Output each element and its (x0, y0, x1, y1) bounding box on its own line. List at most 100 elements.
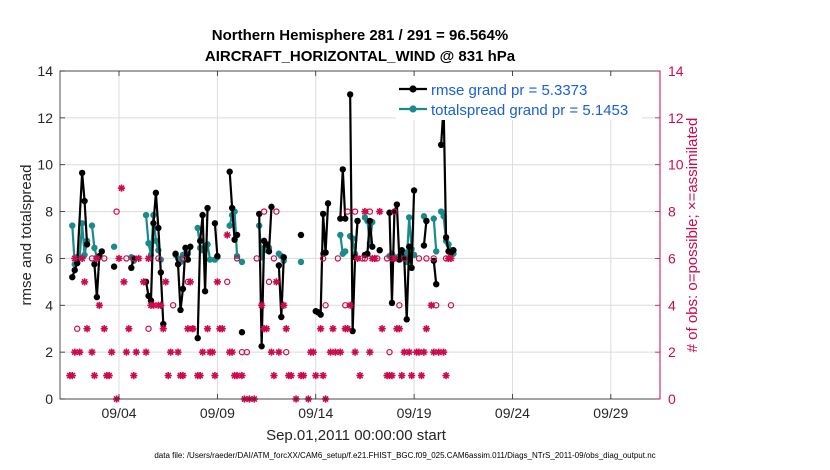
obs-assimilated-marker (317, 325, 325, 333)
obs-mark-stroke (270, 372, 278, 379)
totalspread-point (420, 213, 428, 220)
rmse-line-segment (349, 94, 359, 333)
x-axis-label: Sep.01,2011 00:00:00 start (266, 427, 447, 444)
obs-possible-marker (253, 255, 260, 262)
obs-possible-marker (361, 255, 369, 262)
obs-assimilated-marker (361, 207, 369, 216)
obs-assimilated-marker (427, 301, 435, 309)
obs-assimilated-marker (71, 254, 79, 263)
obs-assimilated-marker (159, 325, 167, 333)
obs-assimilated-marker (395, 325, 403, 333)
obs-assimilated-marker (353, 254, 362, 263)
obs-possible-marker (169, 302, 177, 309)
obs-possible-marker (430, 255, 437, 262)
obs-mark-stroke (108, 348, 115, 356)
totalspread-point (91, 244, 98, 252)
obs-mark-stroke (71, 255, 78, 262)
obs-possible-marker (260, 208, 268, 215)
obs-possible-marker (74, 325, 81, 332)
y-right-tick-label: 0 (668, 391, 676, 407)
obs-assimilated-marker (299, 371, 308, 380)
obs-assimilated-marker (223, 231, 231, 239)
obs-assimilated-marker (120, 278, 128, 286)
rmse-point (214, 252, 221, 260)
rmse-point (408, 264, 415, 271)
obs-mark-stroke (366, 348, 373, 356)
y-tick-label: 8 (45, 204, 53, 220)
totalspread-point (142, 211, 150, 219)
rmse-point (233, 231, 241, 239)
obs-assimilated-marker (390, 254, 399, 263)
totalspread-point (194, 224, 201, 232)
obs-assimilated-marker (142, 348, 150, 356)
y-tick-label: 12 (37, 110, 53, 126)
obs-possible-marker (334, 255, 342, 262)
rmse-point (160, 320, 167, 328)
y-right-tick-label: 2 (668, 344, 676, 360)
obs-mark-stroke (179, 372, 187, 379)
rmse-point (174, 261, 182, 268)
obs-assimilated-marker (366, 348, 374, 356)
obs-possible-marker (396, 302, 403, 309)
rmse-point (152, 189, 160, 197)
obs-mark-stroke (347, 302, 354, 309)
obs-possible-marker (319, 255, 327, 262)
rmse-point (187, 243, 194, 250)
rmse-point (319, 210, 327, 218)
rmse-point (98, 248, 106, 255)
obs-mark-stroke (189, 325, 196, 332)
rmse-point (83, 241, 91, 248)
obs-possible-marker (351, 208, 359, 215)
obs-mark-stroke (174, 348, 182, 356)
obs-mark-stroke (312, 372, 319, 379)
legend-rmse-marker (409, 85, 417, 93)
axis-ticks: 09/04 09/09 09/14 09/19 09/24 09/29 0 2 4 6 8 10 12 1… (37, 63, 683, 421)
obs-mark-stroke (391, 255, 398, 262)
rmse-point (69, 273, 76, 281)
obs-assimilated-marker (319, 371, 327, 380)
rmse-point (145, 292, 152, 300)
chart-title: Northern Hemisphere 281 / 291 = 96.564% (212, 27, 508, 44)
rmse-point (204, 204, 211, 212)
rmse-point (393, 201, 401, 208)
y-tick-label: 6 (45, 250, 53, 266)
obs-assimilated-marker (140, 278, 148, 286)
legend-spread-marker (409, 105, 417, 113)
obs-assimilated-marker (344, 325, 352, 333)
obs-mark-stroke (430, 348, 437, 356)
obs-possible-marker (145, 325, 152, 332)
rmse-point (366, 217, 374, 225)
totalspread-line-segment (432, 218, 438, 252)
obs-mark-stroke (150, 302, 157, 309)
rmse-point (238, 329, 246, 336)
obs-assimilated-marker (346, 301, 354, 309)
obs-assimilated-marker (68, 371, 76, 380)
obs-assimilated-marker (88, 348, 96, 356)
obs-assimilated-marker (90, 371, 99, 380)
rmse-point (410, 187, 418, 194)
totalspread-point (145, 240, 152, 247)
obs-mark-stroke (165, 372, 172, 379)
obs-assimilated-marker (329, 325, 337, 333)
obs-mark-stroke (356, 372, 364, 379)
rmse-point (81, 197, 88, 205)
obs-mark-stroke (420, 348, 428, 356)
obs-assimilated-marker (76, 348, 84, 356)
obs-assimilated-marker (179, 371, 187, 380)
obs-assimilated-marker (80, 278, 89, 286)
obs-mark-stroke (83, 325, 91, 332)
obs-mark-stroke (319, 372, 327, 379)
rmse-point (278, 313, 285, 321)
rmse-point (71, 266, 78, 274)
obs-assimilated-marker (144, 254, 153, 263)
obs-possible-marker (283, 348, 290, 356)
rmse-point (194, 334, 201, 342)
rmse-point (405, 243, 413, 250)
y-tick-label: 14 (37, 63, 53, 79)
obs-mark-stroke (91, 372, 98, 379)
totalspread-line-segment (90, 225, 100, 259)
obs-mark-stroke (329, 325, 337, 332)
rmse-point (337, 215, 344, 222)
obs-mark-stroke (123, 348, 130, 356)
